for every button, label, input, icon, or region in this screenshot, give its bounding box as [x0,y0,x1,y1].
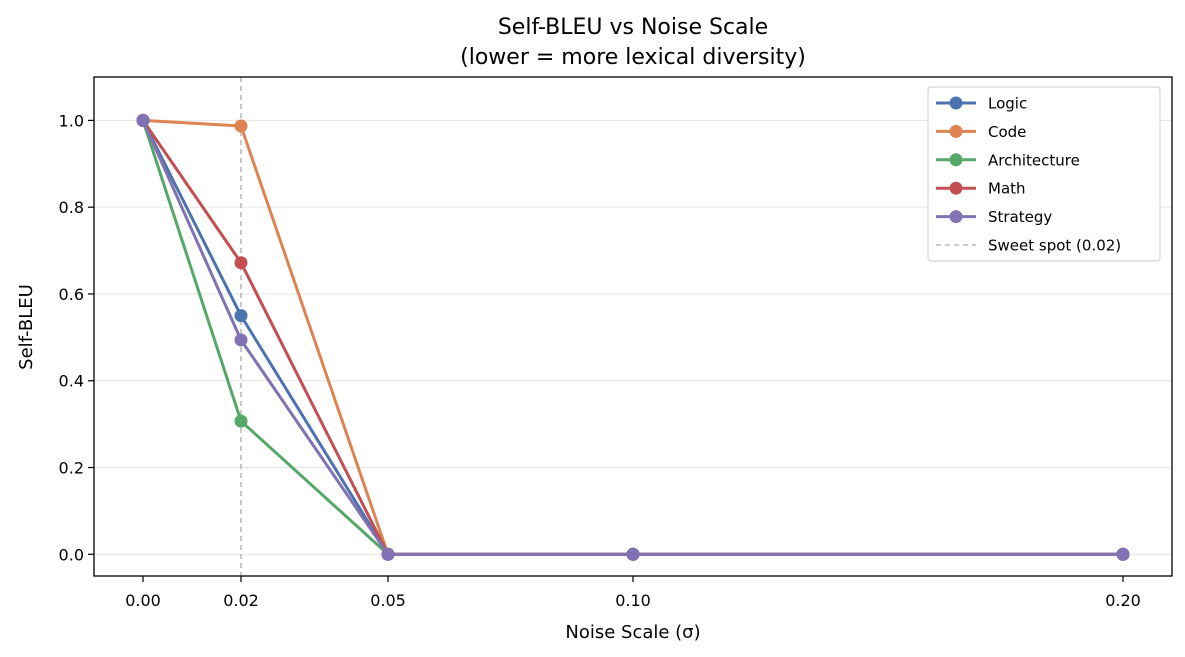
data-point-strategy [136,113,150,127]
x-axis-label: Noise Scale (σ) [565,622,700,643]
data-point-math [234,256,248,270]
data-point-strategy [1116,547,1130,561]
legend-label-strategy: Strategy [988,208,1052,226]
y-tick-label: 1.0 [59,111,84,130]
series-group [136,113,1130,561]
y-axis-label: Self-BLEU [16,284,37,370]
data-point-strategy [381,547,395,561]
chart-title: Self-BLEU vs Noise Scale [498,15,768,40]
legend-marker-strategy [949,210,963,224]
legend-marker-logic [949,96,963,110]
legend-label-logic: Logic [988,95,1027,113]
x-tick-label: 0.05 [370,591,406,610]
y-tick-label: 0.2 [59,459,84,478]
legend-label-architecture: Architecture [988,151,1080,169]
legend-marker-math [949,181,963,195]
y-tick-label: 0.8 [59,198,84,217]
y-axis-ticks: 0.0 0.2 0.4 0.6 0.8 1.0 [59,111,94,564]
x-tick-label: 0.00 [125,591,161,610]
data-point-logic [234,309,248,323]
legend-label-code: Code [988,123,1026,141]
legend-marker-code [949,124,963,138]
data-point-strategy [234,333,248,347]
y-tick-label: 0.0 [59,545,84,564]
legend-label-math: Math [988,180,1026,198]
data-point-architecture [234,414,248,428]
x-axis-ticks: 0.00 0.02 0.05 0.10 0.20 [125,576,1141,610]
x-tick-label: 0.10 [615,591,651,610]
data-point-code [234,119,248,133]
legend-label-sweet-spot: Sweet spot (0.02) [988,237,1121,255]
chart-subtitle: (lower = more lexical diversity) [460,45,806,70]
data-point-strategy [626,547,640,561]
x-tick-label: 0.20 [1105,591,1141,610]
legend: Logic Code Architecture Math Strategy Sweet s… [927,86,1161,262]
legend-marker-architecture [949,153,963,167]
y-tick-label: 0.4 [59,372,84,391]
legend-box [927,86,1161,262]
y-tick-label: 0.6 [59,285,84,304]
x-tick-label: 0.02 [223,591,259,610]
